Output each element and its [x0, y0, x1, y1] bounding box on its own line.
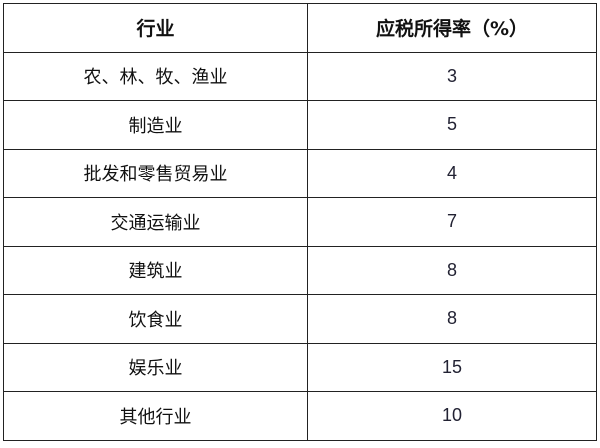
table-row: 建筑业 8	[3, 245, 597, 295]
rate-cell: 15	[307, 342, 597, 392]
table-row: 饮食业 8	[3, 294, 597, 344]
rate-cell: 8	[307, 294, 597, 344]
industry-cell: 其他行业	[3, 391, 308, 441]
industry-cell: 制造业	[3, 100, 308, 150]
industry-cell: 建筑业	[3, 245, 308, 295]
table-row: 批发和零售贸易业 4	[3, 148, 597, 198]
rate-cell: 8	[307, 245, 597, 295]
rate-cell: 10	[307, 391, 597, 441]
industry-cell: 交通运输业	[3, 197, 308, 247]
industry-cell: 娱乐业	[3, 342, 308, 392]
table-row: 交通运输业 7	[3, 197, 597, 247]
table-row: 农、林、牧、渔业 3	[3, 51, 597, 101]
header-row: 行业 应税所得率（%）	[3, 3, 597, 53]
table-row: 其他行业 10	[3, 391, 597, 441]
table-row: 娱乐业 15	[3, 342, 597, 392]
table-row: 制造业 5	[3, 100, 597, 150]
header-industry: 行业	[3, 3, 308, 53]
rate-cell: 3	[307, 51, 597, 101]
industry-cell: 农、林、牧、渔业	[3, 51, 308, 101]
tax-rate-table: 行业 应税所得率（%） 农、林、牧、渔业 3 制造业 5 批发和零售贸易业 4 交通运输业 7…	[3, 3, 597, 441]
rate-cell: 7	[307, 197, 597, 247]
rate-cell: 4	[307, 148, 597, 198]
industry-cell: 批发和零售贸易业	[3, 148, 308, 198]
header-rate: 应税所得率（%）	[307, 3, 597, 53]
industry-cell: 饮食业	[3, 294, 308, 344]
rate-cell: 5	[307, 100, 597, 150]
